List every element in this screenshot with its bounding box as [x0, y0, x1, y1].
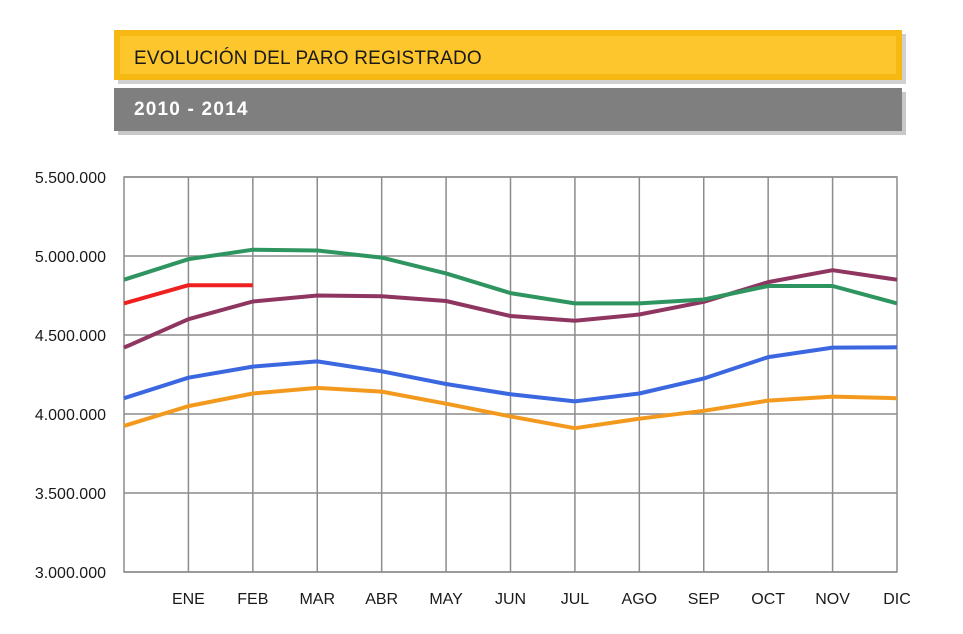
x-tick-label: MAY [429, 591, 463, 608]
x-tick-label: FEB [237, 591, 268, 608]
series-line-4 [123, 247, 898, 306]
chart-subtitle: 2010 - 2014 [134, 99, 249, 120]
x-tick-label: JUL [561, 591, 590, 608]
chart-title: EVOLUCIÓN DEL PARO REGISTRADO [134, 48, 482, 69]
series-line-5 [123, 283, 253, 306]
x-tick-label: NOV [815, 591, 850, 608]
x-tick-label: OCT [751, 591, 785, 608]
series-line-3 [123, 268, 898, 350]
x-tick-label: ABR [365, 591, 398, 608]
x-tick-label: ENE [172, 591, 205, 608]
y-tick-label: 3.000.000 [35, 565, 106, 582]
y-tick-label: 4.000.000 [35, 407, 106, 424]
series-line-2 [123, 345, 898, 404]
x-tick-label: SEP [688, 591, 720, 608]
x-tick-label: JUN [495, 591, 526, 608]
x-tick-label: DIC [883, 591, 911, 608]
x-tick-label: AGO [622, 591, 658, 608]
y-tick-label: 4.500.000 [35, 328, 106, 345]
title-banner-inner: EVOLUCIÓN DEL PARO REGISTRADO [120, 36, 896, 74]
series-line-1 [123, 385, 898, 431]
y-tick-label: 5.000.000 [35, 249, 106, 266]
title-banner: EVOLUCIÓN DEL PARO REGISTRADO [114, 30, 902, 80]
subtitle-banner: 2010 - 2014 [114, 88, 902, 131]
y-tick-label: 5.500.000 [35, 170, 106, 187]
y-tick-label: 3.500.000 [35, 486, 106, 503]
x-tick-label: MAR [299, 591, 335, 608]
